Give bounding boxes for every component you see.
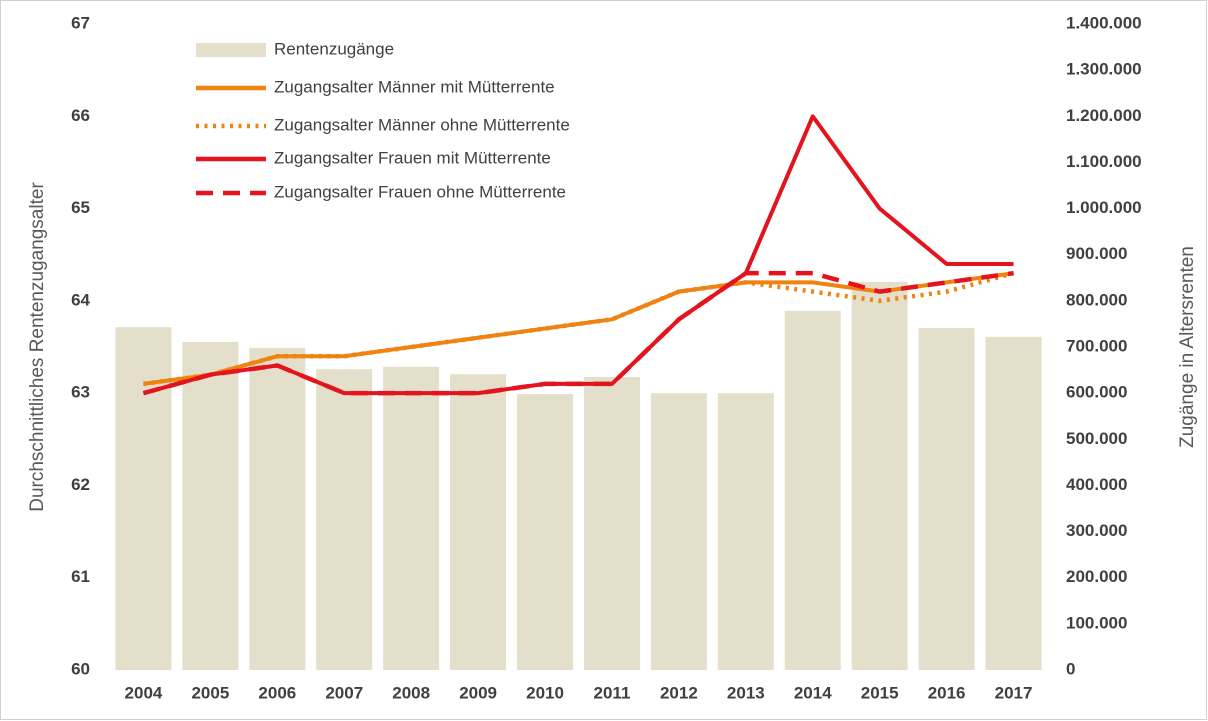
bar	[784, 311, 841, 670]
y2-tick-label: 0	[1066, 659, 1075, 678]
y2-tick-label: 500.000	[1066, 429, 1127, 448]
y2-tick-label: 1.400.000	[1066, 13, 1142, 32]
y2-tick-label: 1.200.000	[1066, 106, 1142, 125]
x-tick-label: 2016	[928, 683, 966, 702]
legend-label: Zugangsalter Männer ohne Mütterrente	[274, 115, 570, 134]
bar	[249, 347, 306, 670]
y-tick-label: 63	[71, 383, 90, 402]
legend-label: Rentenzugänge	[274, 39, 394, 58]
bar	[918, 328, 975, 670]
y2-tick-label: 100.000	[1066, 613, 1127, 632]
x-tick-label: 2009	[459, 683, 497, 702]
y2-tick-label: 1.100.000	[1066, 152, 1142, 171]
y-axis-label: Durchschnittliches Rentenzugangsalter	[27, 182, 48, 512]
bar	[182, 341, 239, 670]
y-tick-label: 64	[71, 290, 90, 309]
legend-label: Zugangsalter Männer mit Mütterrente	[274, 77, 555, 96]
y2-tick-label: 300.000	[1066, 521, 1127, 540]
bar	[985, 336, 1042, 670]
bar	[450, 374, 507, 670]
y-tick-label: 60	[71, 659, 90, 678]
x-tick-label: 2007	[325, 683, 363, 702]
bar	[383, 366, 440, 670]
line	[142, 270, 1014, 396]
bar	[316, 369, 373, 670]
x-tick-label: 2012	[660, 683, 698, 702]
x-tick-label: 2005	[191, 683, 229, 702]
x-tick-label: 2015	[861, 683, 899, 702]
x-tick-label: 2006	[258, 683, 296, 702]
bar	[717, 393, 774, 670]
y2-axis-label: Zugänge in Altersrenten	[1177, 246, 1198, 448]
y-tick-label: 66	[71, 106, 90, 125]
y-tick-label: 67	[71, 13, 90, 32]
y-tick-label: 61	[71, 567, 90, 586]
bar	[115, 327, 172, 670]
x-tick-label: 2008	[392, 683, 430, 702]
legend-swatch	[196, 43, 266, 57]
x-tick-label: 2014	[794, 683, 832, 702]
x-tick-label: 2010	[526, 683, 564, 702]
x-tick-label: 2004	[125, 683, 163, 702]
y2-tick-label: 200.000	[1066, 567, 1127, 586]
x-tick-label: 2017	[995, 683, 1033, 702]
bar	[650, 393, 707, 670]
y-tick-label: 65	[71, 198, 90, 217]
y-tick-label: 62	[71, 475, 90, 494]
legend-label: Zugangsalter Frauen ohne Mütterrente	[274, 182, 566, 201]
y2-tick-label: 700.000	[1066, 336, 1127, 355]
y2-tick-label: 900.000	[1066, 244, 1127, 263]
bar	[517, 394, 574, 670]
y2-tick-label: 800.000	[1066, 290, 1127, 309]
x-tick-label: 2011	[594, 683, 631, 702]
bar	[583, 376, 640, 670]
bar	[851, 281, 908, 670]
x-tick-label: 2013	[727, 683, 765, 702]
line	[143, 271, 1014, 386]
y2-tick-label: 1.300.000	[1066, 60, 1142, 79]
y2-tick-label: 400.000	[1066, 475, 1127, 494]
legend-label: Zugangsalter Frauen mit Mütterrente	[274, 148, 551, 167]
y2-tick-label: 1.000.000	[1066, 198, 1142, 217]
y2-tick-label: 600.000	[1066, 383, 1127, 402]
